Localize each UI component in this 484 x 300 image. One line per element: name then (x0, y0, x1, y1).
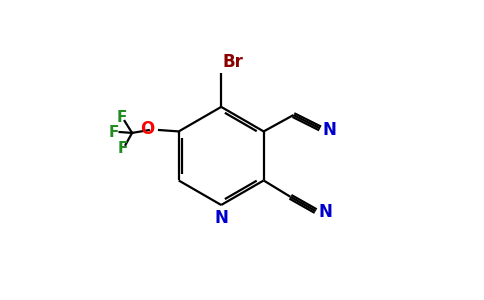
Text: Br: Br (223, 53, 243, 71)
Text: N: N (318, 203, 332, 221)
Text: O: O (140, 120, 154, 138)
Text: F: F (109, 125, 120, 140)
Text: F: F (117, 110, 127, 125)
Text: N: N (322, 121, 336, 139)
Text: N: N (214, 209, 228, 227)
Text: F: F (118, 141, 128, 156)
